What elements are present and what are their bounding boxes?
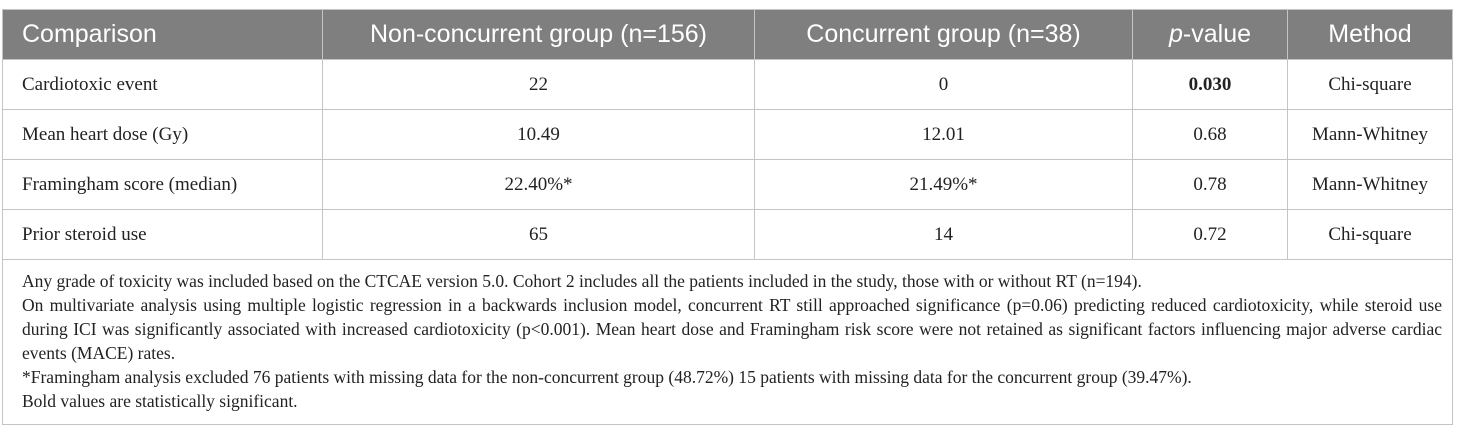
- cell-comparison: Mean heart dose (Gy): [2, 109, 323, 160]
- footnote-toxicity: Any grade of toxicity was included based…: [22, 271, 1142, 291]
- cell-concurrent: 21.49%*: [754, 159, 1133, 210]
- cell-p-value: 0.68: [1132, 109, 1288, 160]
- cell-non-concurrent: 65: [322, 209, 755, 260]
- cell-p-value: 0.72: [1132, 209, 1288, 260]
- cell-method: Chi-square: [1287, 59, 1453, 110]
- header-p-italic: p: [1169, 20, 1183, 48]
- table-footnotes-row: Any grade of toxicity was included based…: [2, 259, 1453, 425]
- footnote-framingham: *Framingham analysis excluded 76 patient…: [22, 367, 1192, 387]
- cell-non-concurrent: 22: [322, 59, 755, 110]
- cell-method: Mann-Whitney: [1287, 159, 1453, 210]
- table-row: Mean heart dose (Gy) 10.49 12.01 0.68 Ma…: [2, 109, 1453, 160]
- cell-comparison: Framingham score (median): [2, 159, 323, 210]
- cell-non-concurrent: 10.49: [322, 109, 755, 160]
- comparison-table: Comparison Non-concurrent group (n=156) …: [2, 9, 1453, 425]
- header-method: Method: [1287, 9, 1453, 60]
- cell-p-value: 0.78: [1132, 159, 1288, 210]
- table-footnotes: Any grade of toxicity was included based…: [2, 259, 1453, 425]
- table-row: Framingham score (median) 22.40%* 21.49%…: [2, 159, 1453, 210]
- table-row: Prior steroid use 65 14 0.72 Chi-square: [2, 209, 1453, 260]
- table-row: Cardiotoxic event 22 0 0.030 Chi-square: [2, 59, 1453, 110]
- footnote-multivariate: On multivariate analysis using multiple …: [22, 295, 1442, 363]
- header-comparison: Comparison: [2, 9, 323, 60]
- cell-method: Chi-square: [1287, 209, 1453, 260]
- footnote-bold-values: Bold values are statistically significan…: [22, 391, 298, 411]
- header-p-value: p-value: [1132, 9, 1288, 60]
- cell-comparison: Prior steroid use: [2, 209, 323, 260]
- cell-method: Mann-Whitney: [1287, 109, 1453, 160]
- cell-non-concurrent: 22.40%*: [322, 159, 755, 210]
- cell-concurrent: 0: [754, 59, 1133, 110]
- cell-concurrent: 14: [754, 209, 1133, 260]
- header-p-rest: -value: [1182, 20, 1251, 48]
- header-non-concurrent: Non-concurrent group (n=156): [322, 9, 755, 60]
- cell-p-value: 0.030: [1132, 59, 1288, 110]
- cell-comparison: Cardiotoxic event: [2, 59, 323, 110]
- header-concurrent: Concurrent group (n=38): [754, 9, 1133, 60]
- cell-concurrent: 12.01: [754, 109, 1133, 160]
- table-header-row: Comparison Non-concurrent group (n=156) …: [2, 9, 1453, 60]
